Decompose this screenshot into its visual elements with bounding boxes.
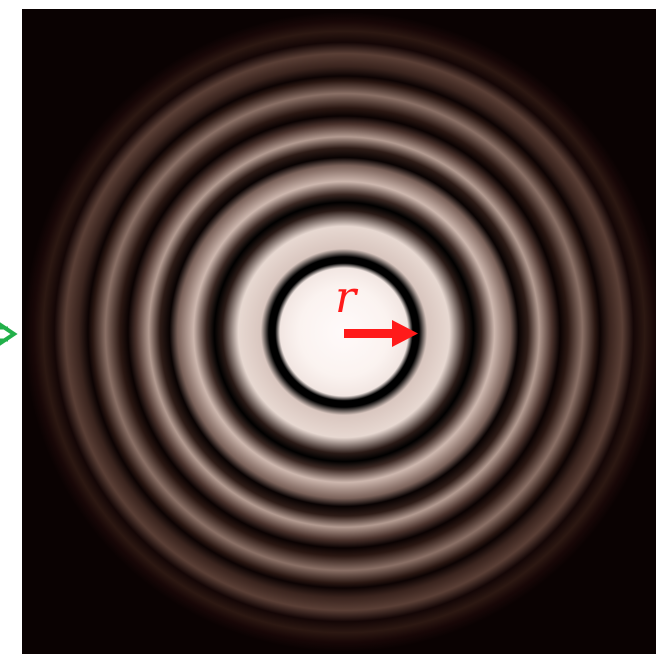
radius-arrow-icon <box>344 320 418 347</box>
radius-label: r <box>335 272 359 323</box>
interference-rings <box>24 12 656 652</box>
side-arrow-icon <box>0 322 18 346</box>
